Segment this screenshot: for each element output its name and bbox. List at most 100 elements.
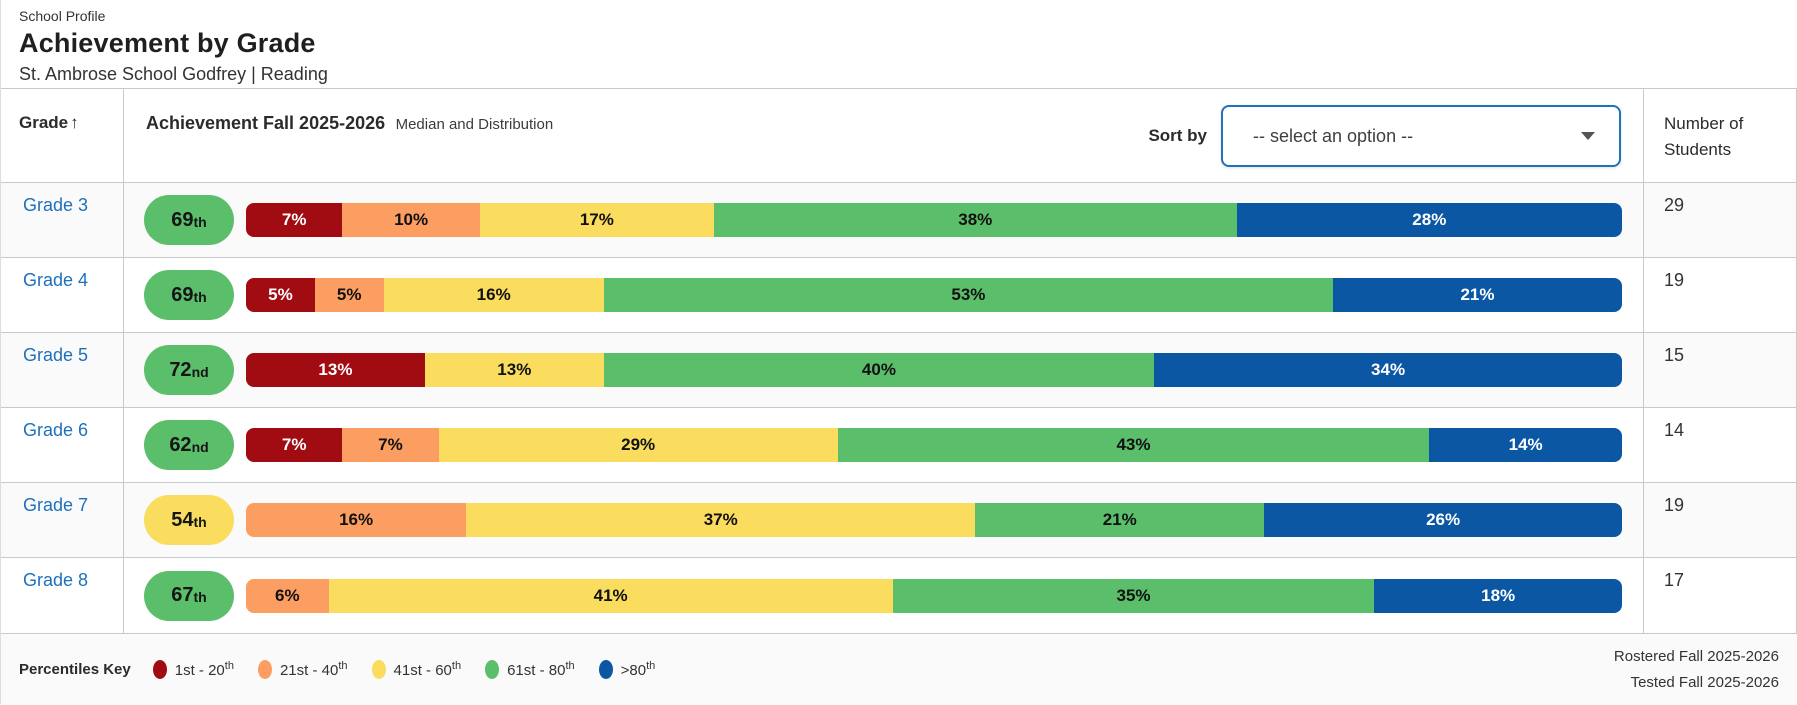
- page-title: Achievement by Grade: [19, 28, 316, 58]
- students-column-header: Number of Students: [1664, 114, 1744, 159]
- median-percentile-value: 72: [169, 358, 192, 381]
- percentile-color-dot-icon: [152, 660, 167, 679]
- term-notes: Rostered Fall 2025-2026 Tested Fall 2025…: [1614, 644, 1779, 696]
- median-percentile-suffix: th: [193, 589, 207, 605]
- distribution-segment-p21_40: 16%: [246, 503, 467, 537]
- distribution-segment-p80plus: 26%: [1264, 503, 1622, 537]
- sort-ascending-icon: ↑: [70, 113, 79, 132]
- grade-link[interactable]: Grade 4: [23, 270, 89, 290]
- percentiles-key-item: >80th: [598, 660, 655, 679]
- distribution-segment-p21_40: 10%: [342, 203, 480, 237]
- achievement-column-header: Achievement Fall 2025-2026 Median and Di…: [124, 89, 1644, 182]
- grade-row: Grade 5 72 nd 13% 13% 40% 34% 15: [1, 333, 1796, 408]
- median-percentile-value: 62: [169, 433, 192, 456]
- grade-row: Grade 7 54 th 16% 37% 21% 26% 19: [1, 483, 1796, 558]
- percentile-color-dot-icon: [257, 660, 272, 679]
- grade-header-label: Grade: [19, 113, 69, 132]
- median-percentile-badge: 69 th: [144, 270, 234, 320]
- sort-by-select[interactable]: -- select an option --: [1221, 105, 1621, 167]
- sort-by-group: Sort by -- select an option --: [1148, 105, 1621, 167]
- distribution-segment-p21_40: 7%: [342, 428, 439, 462]
- grade-link[interactable]: Grade 8: [23, 570, 89, 590]
- distribution-bar: 7% 7% 29% 43% 14%: [246, 428, 1622, 462]
- distribution-bar: 6% 41% 35% 18%: [246, 578, 1622, 613]
- distribution-segment-p61_80: 53%: [603, 278, 1334, 312]
- distribution-segment-p80plus: 21%: [1333, 278, 1622, 312]
- students-count: 29: [1664, 195, 1685, 215]
- distribution-segment-p61_80: 40%: [603, 353, 1155, 387]
- distribution-bar: 5% 5% 16% 53% 21%: [246, 278, 1622, 312]
- percentiles-key-item: 41st - 60th: [371, 660, 461, 679]
- sort-by-selected-value: -- select an option --: [1253, 125, 1414, 146]
- distribution-bar: 16% 37% 21% 26%: [246, 503, 1622, 537]
- median-percentile-badge: 54 th: [144, 495, 234, 545]
- achievement-table: Grade ↑ Achievement Fall 2025-2026 Median…: [1, 88, 1797, 633]
- report-subtitle: St. Ambrose School Godfrey | Reading: [19, 64, 328, 84]
- grade-row: Grade 3 69 th 7% 10% 17% 38% 28% 29: [1, 183, 1796, 258]
- percentiles-key-item: 1st - 20th: [152, 660, 234, 679]
- median-percentile-badge: 72 nd: [144, 345, 234, 395]
- percentiles-key-item: 21st - 40th: [257, 660, 348, 679]
- distribution-segment-p1_20: 7%: [246, 203, 343, 237]
- achievement-header-sublabel: Median and Distribution: [395, 116, 554, 133]
- distribution-segment-p41_60: 13%: [424, 353, 604, 387]
- distribution-segment-p80plus: 14%: [1429, 428, 1622, 462]
- median-percentile-suffix: th: [193, 288, 207, 305]
- median-percentile-value: 69: [171, 208, 194, 231]
- distribution-segment-p61_80: 43%: [837, 428, 1430, 462]
- table-header-row: Grade ↑ Achievement Fall 2025-2026 Median…: [1, 89, 1796, 183]
- students-count: 15: [1664, 345, 1685, 365]
- distribution-segment-p41_60: 37%: [466, 503, 976, 537]
- percentile-color-dot-icon: [371, 660, 386, 679]
- achievement-header-label: Achievement Fall 2025-2026: [146, 113, 386, 133]
- percentiles-key-title: Percentiles Key: [19, 661, 131, 678]
- distribution-segment-p1_20: 7%: [246, 428, 343, 462]
- table-body: Grade 3 69 th 7% 10% 17% 38% 28% 29 Grade 4 …: [1, 183, 1796, 633]
- distribution-segment-p41_60: 29%: [438, 428, 838, 462]
- median-percentile-badge: 67 th: [144, 570, 234, 621]
- median-percentile-value: 67: [171, 584, 194, 606]
- median-percentile-badge: 69 th: [144, 195, 234, 245]
- median-percentile-suffix: th: [193, 213, 207, 230]
- students-count: 19: [1664, 495, 1685, 515]
- distribution-segment-p21_40: 5%: [314, 278, 384, 312]
- students-count: 17: [1664, 570, 1685, 590]
- grade-link[interactable]: Grade 7: [23, 495, 89, 515]
- median-percentile-value: 69: [171, 283, 194, 306]
- distribution-segment-p80plus: 34%: [1154, 353, 1622, 387]
- sort-by-label: Sort by: [1148, 126, 1207, 145]
- grade-link[interactable]: Grade 5: [23, 345, 89, 365]
- distribution-segment-p21_40: 6%: [246, 578, 329, 613]
- students-count: 19: [1664, 270, 1685, 290]
- tested-term-note: Tested Fall 2025-2026: [1630, 673, 1779, 691]
- percentiles-key-item: 61st - 80th: [485, 660, 575, 679]
- median-percentile-suffix: th: [193, 513, 207, 530]
- distribution-segment-p41_60: 16%: [383, 278, 604, 312]
- median-percentile-suffix: nd: [191, 363, 209, 380]
- median-percentile-badge: 62 nd: [144, 420, 234, 470]
- grade-link[interactable]: Grade 6: [23, 420, 89, 440]
- distribution-segment-p61_80: 35%: [892, 578, 1375, 613]
- distribution-segment-p1_20: 13%: [246, 353, 425, 387]
- distribution-segment-p80plus: 28%: [1236, 203, 1622, 237]
- distribution-segment-p1_20: 5%: [246, 278, 315, 312]
- distribution-bar: 7% 10% 17% 38% 28%: [246, 203, 1622, 237]
- percentile-color-dot-icon: [485, 660, 500, 679]
- percentiles-key-items: 1st - 20th 21st - 40th 41st - 60th 61st …: [152, 660, 655, 679]
- distribution-segment-p41_60: 41%: [328, 578, 893, 613]
- grade-row: Grade 6 62 nd 7% 7% 29% 43% 14% 14: [1, 408, 1796, 483]
- distribution-segment-p41_60: 17%: [479, 203, 714, 237]
- percentile-color-dot-icon: [598, 660, 613, 679]
- rostered-term-note: Rostered Fall 2025-2026: [1613, 647, 1779, 665]
- distribution-segment-p80plus: 18%: [1374, 578, 1622, 613]
- grade-row: Grade 4 69 th 5% 5% 16% 53% 21% 19: [1, 258, 1796, 333]
- students-count: 14: [1664, 420, 1685, 440]
- percentiles-key-footer: Percentiles Key 1st - 20th 21st - 40th 4…: [1, 633, 1797, 705]
- report-header: School Profile Achievement by Grade St. …: [1, 0, 1797, 88]
- grade-column-header[interactable]: Grade ↑: [1, 89, 124, 182]
- median-percentile-suffix: nd: [191, 438, 209, 455]
- grade-link[interactable]: Grade 3: [23, 195, 89, 215]
- grade-row: Grade 8 67 th 6% 41% 35% 18% 17: [1, 558, 1796, 633]
- distribution-segment-p61_80: 21%: [975, 503, 1265, 537]
